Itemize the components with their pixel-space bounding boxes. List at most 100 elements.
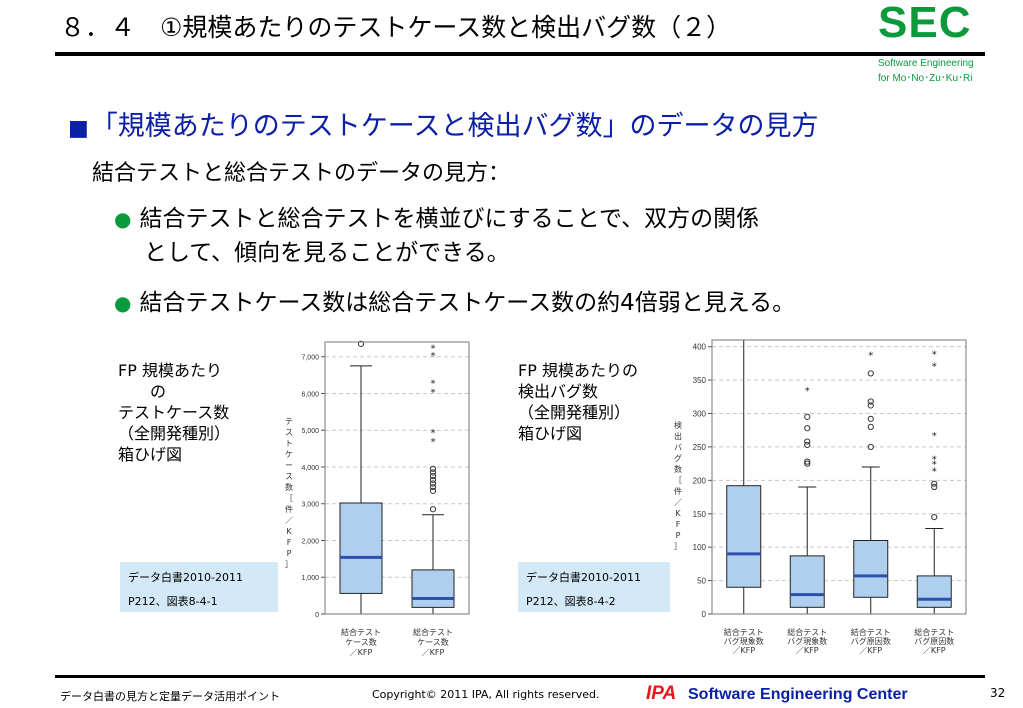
- extreme-point: *: [431, 344, 436, 355]
- y-axis-title-char: ［: [285, 494, 293, 503]
- outlier-point: [867, 443, 874, 451]
- bullet-item-2: ● 結合テストケース数は総合テストケース数の約4倍弱と見える。: [114, 286, 795, 320]
- y-axis-title-char: ー: [285, 461, 293, 470]
- category-label: 総合テスト: [413, 627, 453, 637]
- footer-sec-name: Software Engineering Center: [688, 686, 908, 703]
- y-axis-title-char: F: [676, 520, 681, 529]
- y-tick-label: 7,000: [301, 355, 319, 362]
- y-axis-title-char: K: [675, 509, 681, 518]
- outlier-point: [429, 506, 437, 513]
- y-tick-label: 300: [693, 410, 707, 419]
- figure2-source-line1: データ白書2010-2011: [526, 571, 641, 584]
- page-number: 32: [990, 686, 1006, 700]
- outlier-point: [429, 469, 437, 476]
- y-tick-label: 5,000: [301, 428, 319, 435]
- outlier-point: [804, 441, 811, 449]
- outlier-point: [867, 415, 874, 422]
- y-tick-label: 350: [693, 376, 707, 385]
- footer-divider: [55, 675, 985, 678]
- category-label: バグ原因数: [851, 636, 891, 646]
- category-label: ケース数: [417, 637, 449, 647]
- extreme-point: *: [932, 361, 937, 372]
- bullet-text-1: 結合テストと総合テストを横並びにすることで、双方の関係: [139, 206, 760, 232]
- y-axis-title-char: ／: [674, 498, 682, 507]
- logo-subtitle-1: Software Engineering: [878, 58, 974, 69]
- extreme-point: *: [868, 351, 873, 362]
- extreme-point: *: [932, 454, 937, 465]
- plot-frame: [711, 339, 967, 615]
- y-tick-label: 2,000: [301, 538, 319, 545]
- testcase-boxplot-svg: 01,0002,0003,0004,0005,0006,0007,000テストケ…: [285, 340, 470, 657]
- y-tick-label: 250: [693, 443, 707, 452]
- y-tick-label: 150: [693, 510, 707, 519]
- bullet-dot-icon: ●: [114, 207, 132, 231]
- outlier-point: [931, 513, 938, 521]
- iqr-box: [339, 502, 383, 594]
- y-axis-title-char: ス: [285, 472, 293, 481]
- iqr-box: [726, 485, 762, 588]
- y-tick-label: 0: [315, 612, 319, 619]
- y-axis-title-char: ／: [285, 516, 293, 525]
- outlier-point: [804, 413, 811, 420]
- y-tick-label: 400: [693, 343, 707, 352]
- outlier-point: [931, 483, 938, 491]
- y-tick-label: 50: [697, 577, 706, 586]
- outlier-point: [931, 480, 938, 487]
- y-axis-title-char: グ: [674, 453, 682, 463]
- sec-logo: SEC Software Engineering for Mo･No･Zu･Ku…: [872, 0, 992, 84]
- outlier-point: [867, 398, 874, 405]
- section-heading-text: 「規模あたりのテストケースと検出バグ数」のデータの見方: [90, 111, 819, 142]
- category-label: 結合テスト: [851, 627, 891, 637]
- square-bullet-icon: ■: [68, 116, 89, 141]
- y-axis-title-char: ］: [674, 542, 682, 551]
- extreme-point: *: [431, 428, 436, 439]
- outlier-point: [429, 465, 437, 472]
- category-label: バグ原因数: [914, 636, 954, 646]
- extreme-point: *: [932, 466, 937, 477]
- outlier-point: [804, 460, 811, 467]
- logo-text: SEC: [878, 0, 972, 47]
- category-label: バグ現象数: [787, 636, 827, 646]
- figure2-caption: FP 規模あたりの 検出バグ数 （全開発種別） 箱ひげ図: [518, 361, 638, 443]
- plot-frame: [324, 341, 470, 615]
- extreme-point: *: [431, 351, 436, 362]
- y-axis-title-char: ト: [285, 439, 293, 448]
- logo-subtitle-2: for Mo･No･Zu･Ku･Ri: [878, 73, 973, 84]
- outlier-point: [429, 484, 437, 491]
- bullet-dot-icon: ●: [114, 291, 132, 315]
- category-label: ／KFP: [350, 648, 373, 657]
- y-tick-label: 200: [693, 476, 707, 485]
- category-label: 結合テスト: [341, 627, 381, 637]
- y-tick-label: 3,000: [301, 502, 319, 509]
- outlier-point: [867, 402, 874, 409]
- extreme-point: *: [932, 431, 937, 442]
- y-tick-label: 6,000: [301, 391, 319, 398]
- y-axis-title-char: ］: [285, 560, 293, 569]
- y-axis-title-char: 件: [674, 486, 682, 496]
- bug-boxplot-chart: 0 50 100 150 200 250 300 350 400 検出バグ数 ［ 件／ K F P ］ 結合テス…: [670, 336, 970, 666]
- figure1-caption: FP 規模あたり の テストケース数 （全開発種別） 箱ひげ図: [118, 361, 231, 464]
- category-label: ケース数: [345, 637, 377, 647]
- category-label: ／KFP: [732, 646, 755, 655]
- extreme-point: *: [932, 460, 937, 471]
- y-axis-title-char: 数: [285, 482, 293, 492]
- outlier-point: [804, 425, 811, 432]
- y-axis-title-char: ケ: [285, 450, 293, 459]
- category-label: 結合テスト: [724, 627, 764, 637]
- bullet-item-1-continuation: として、傾向を見ることができる。: [144, 240, 510, 266]
- outlier-point: [804, 458, 811, 465]
- figure2-source-line2: P212、図表8-4-2: [526, 595, 616, 608]
- figure1-source: データ白書2010-2011 P212、図表8-4-1: [120, 562, 278, 612]
- iqr-box: [411, 569, 455, 608]
- category-label: 総合テスト: [787, 627, 827, 637]
- footer-title: データ白書の見方と定量データ活用ポイント: [60, 690, 280, 703]
- extreme-point: *: [805, 386, 810, 397]
- outlier-point: [429, 480, 437, 487]
- iqr-box: [916, 575, 952, 608]
- y-axis-title-char: K: [286, 527, 292, 536]
- title-divider: [55, 52, 985, 56]
- y-tick-label: 4,000: [301, 465, 319, 472]
- y-axis-title-char: P: [287, 549, 292, 558]
- category-label: ／KFP: [859, 646, 882, 655]
- figure2-source: データ白書2010-2011 P212、図表8-4-2: [518, 562, 676, 612]
